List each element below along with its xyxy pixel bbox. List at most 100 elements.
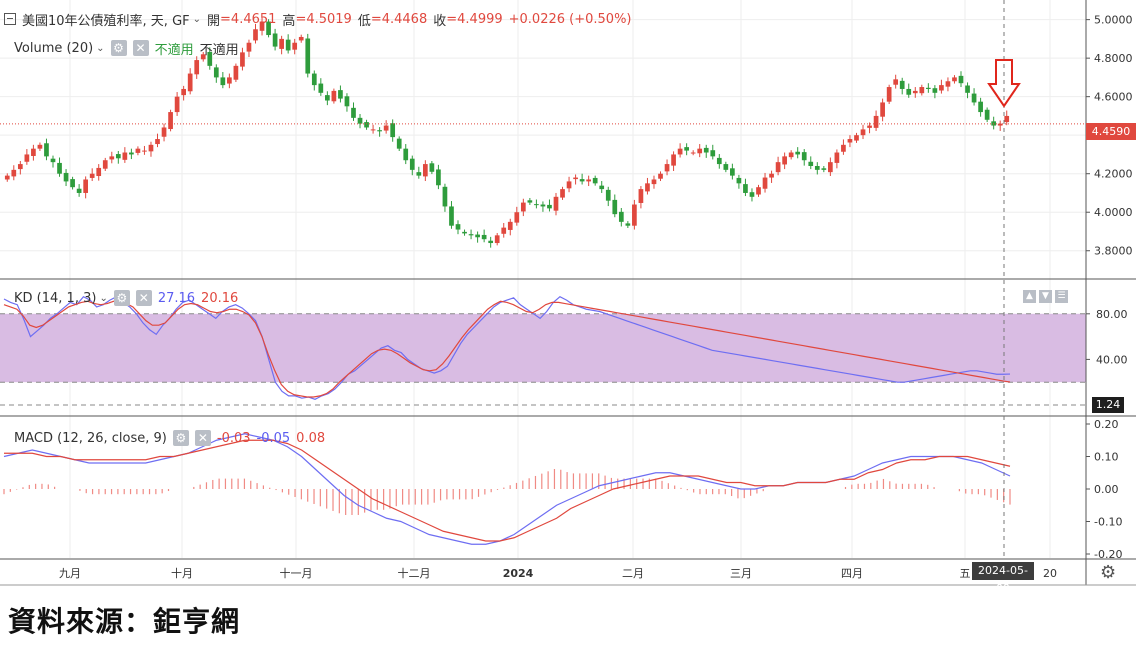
candle-body [599, 185, 605, 190]
candle-body [520, 202, 526, 212]
candle-body [240, 52, 245, 67]
kd-d-value: 20.16 [201, 290, 239, 306]
x-tick-label: 十一月 [280, 566, 313, 580]
close-icon[interactable]: ✕ [132, 40, 149, 56]
macd-tick-label: 0.20 [1094, 418, 1119, 431]
candle-body [788, 152, 794, 158]
candle-body [292, 42, 298, 50]
settings-gear-icon[interactable]: ⚙ [1100, 562, 1117, 583]
candle-body [592, 177, 598, 184]
candle-body [867, 125, 872, 128]
price-tick-label: 5.0000 [1094, 14, 1133, 27]
open-label: 開 [207, 13, 221, 29]
x-tick-labels: 九月 十月 十一月 十二月 2024 二月 三月 四月 五 20 [59, 566, 1057, 580]
candle-body [638, 189, 644, 203]
candle-body [952, 77, 957, 82]
candle-body [429, 163, 435, 172]
candle-body [873, 115, 879, 128]
gear-icon[interactable]: ⚙ [110, 40, 127, 56]
candle-body [481, 234, 487, 240]
candle-body [749, 192, 755, 197]
candle-body [743, 184, 748, 193]
candle-body [893, 79, 899, 85]
candle-body [671, 154, 676, 166]
candle-body [181, 88, 186, 96]
candle-body [658, 173, 663, 179]
pane-maximize-icon[interactable]: ☰ [1055, 290, 1068, 303]
kd-band-fill [0, 313, 1086, 383]
candle-body [168, 112, 173, 130]
gear-icon[interactable]: ⚙ [172, 430, 189, 446]
kd-k-value: 27.16 [157, 290, 196, 306]
candle-body [416, 172, 422, 176]
candle-body [710, 150, 716, 157]
candle-body [377, 130, 382, 132]
price-tick-label: 4.2000 [1094, 168, 1133, 181]
candle-body [436, 169, 441, 186]
candle-body [220, 77, 226, 86]
x-tick-label: 20 [1043, 567, 1057, 580]
candle-body [44, 143, 49, 157]
candle-body [664, 164, 670, 172]
candle-body [462, 231, 467, 234]
source-caption: 資料來源：鉅亨網 [8, 605, 241, 638]
candle-body [612, 199, 618, 215]
candle-body [37, 144, 43, 149]
candle-body [579, 179, 585, 182]
chevron-down-icon[interactable]: ⌄ [192, 13, 202, 25]
chart-area[interactable]: 5.00004.80004.60004.40004.20004.00003.80… [0, 0, 1136, 590]
price-tick-label: 4.6000 [1094, 91, 1133, 104]
candle-body [338, 90, 343, 99]
macd-signal-value: 0.08 [296, 430, 326, 446]
candle-body [129, 152, 134, 155]
open-value: =4.4651 [220, 11, 277, 27]
pane-up-icon[interactable]: ▲ [1023, 290, 1036, 303]
candle-body [553, 196, 559, 211]
close-icon[interactable]: ✕ [135, 290, 152, 306]
chevron-down-icon[interactable]: ⌄ [96, 42, 105, 54]
candle-body [958, 75, 964, 84]
macd-lines [3, 433, 1011, 545]
candle-body [200, 54, 206, 60]
low-value: =4.4468 [370, 11, 428, 27]
chevron-down-icon[interactable]: ⌄ [99, 292, 108, 304]
candle-body [841, 144, 846, 152]
candle-body [63, 172, 69, 182]
candle-body [782, 156, 787, 165]
candle-body [357, 117, 363, 124]
candle-body [475, 234, 480, 238]
down-arrow-icon [987, 59, 1021, 108]
close-icon[interactable]: ✕ [194, 430, 211, 446]
kd-legend: KD (14, 1, 3) ⌄ ⚙ ✕ 27.16 20.16 [14, 288, 244, 308]
candle-body [847, 139, 853, 143]
candle-body [540, 204, 546, 207]
candle-body [142, 150, 147, 152]
candle-body [501, 227, 507, 234]
symbol-name[interactable]: 美國10年公債殖利率, 天, GF [22, 13, 190, 29]
candle-body [403, 148, 409, 161]
candle-body [390, 123, 396, 138]
volume-na-1: 不適用 [154, 42, 194, 58]
candle-body [17, 164, 23, 170]
gear-icon[interactable]: ⚙ [113, 290, 130, 306]
collapse-icon[interactable] [4, 13, 16, 25]
candle-body [899, 80, 905, 89]
main-legend: 美國10年公債殖利率, 天, GF ⌄ 開 =4.4651 高 =4.5019 低 =… [0, 9, 638, 29]
candle-body [422, 164, 428, 177]
pane-down-icon[interactable]: ▼ [1039, 290, 1052, 303]
candle-body [514, 212, 520, 223]
candle-body [102, 160, 108, 169]
macd-hist-value: -0.03 [216, 430, 251, 446]
candle-body [122, 152, 128, 160]
candle-body [494, 235, 500, 244]
x-tick-label: 五 [960, 567, 971, 580]
candle-body [978, 101, 983, 113]
close-label: 收 [433, 13, 447, 29]
volume-label[interactable]: Volume (20) [14, 40, 94, 56]
candle-body [965, 85, 970, 93]
candle-body [854, 135, 859, 141]
macd-legend: MACD (12, 26, close, 9) ⚙ ✕ -0.03 -0.05 … [14, 428, 331, 448]
kd-label[interactable]: KD (14, 1, 3) [14, 290, 97, 306]
candle-body [632, 204, 637, 226]
macd-label[interactable]: MACD (12, 26, close, 9) [14, 430, 167, 446]
